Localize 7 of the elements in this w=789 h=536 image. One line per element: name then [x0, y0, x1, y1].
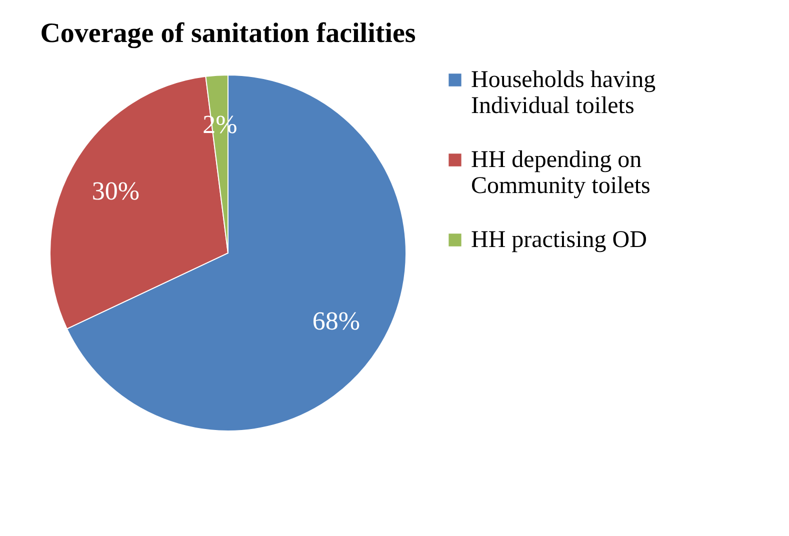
data-label: 30%: [92, 176, 140, 206]
legend-label: HH depending on Community toilets: [471, 147, 650, 199]
legend-label: Households having Individual toilets: [471, 67, 656, 119]
data-label: 2%: [202, 110, 238, 140]
legend-label: HH practising OD: [471, 227, 647, 253]
data-label: 68%: [312, 306, 360, 336]
chart-title: Coverage of sanitation facilities: [40, 18, 416, 49]
